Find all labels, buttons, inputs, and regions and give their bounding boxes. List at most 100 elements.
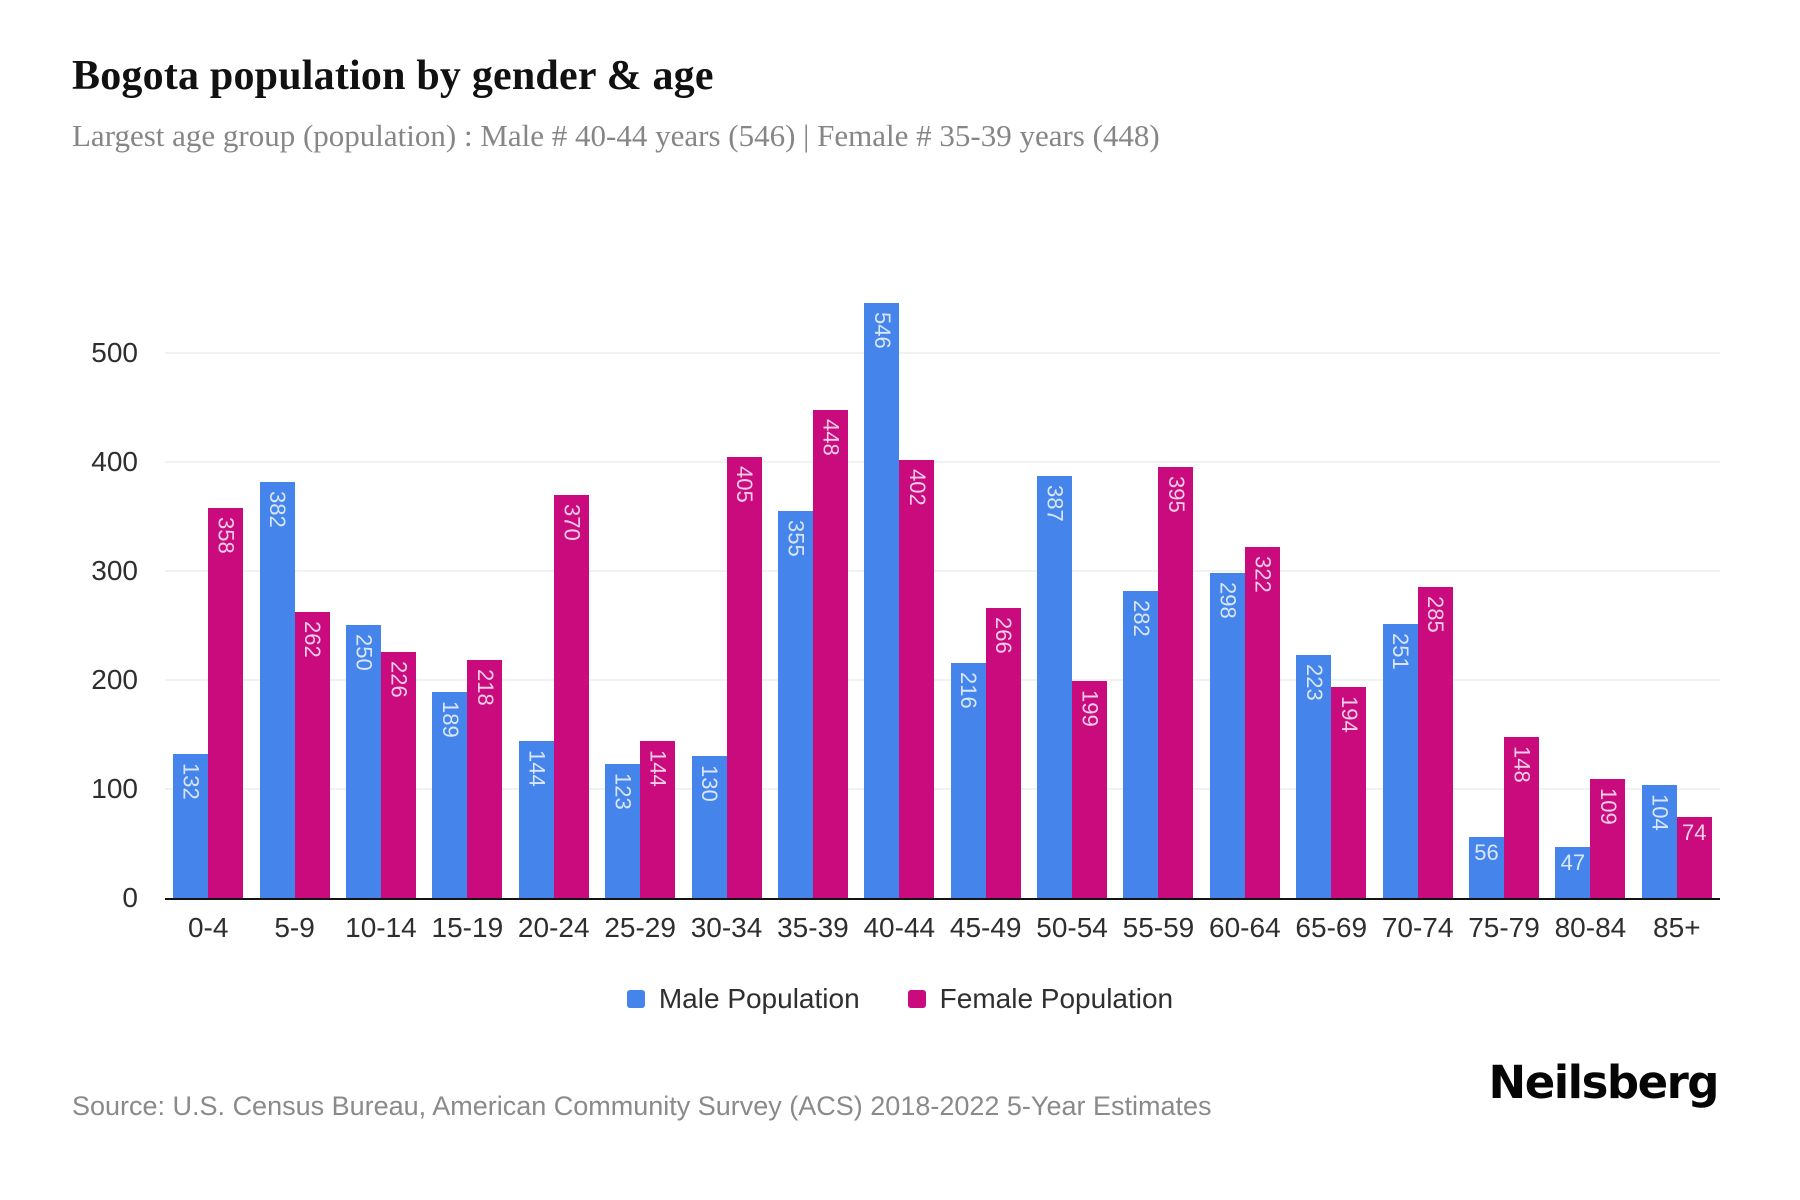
bar-value-label: 382 [265, 491, 291, 528]
x-tick-label: 70-74 [1381, 912, 1454, 943]
bar-female-10-14[interactable]: 226 [380, 652, 416, 898]
x-tick-label: 35-39 [777, 912, 849, 943]
bar-value-label: 148 [1509, 746, 1535, 783]
bar-value-label: 395 [1163, 476, 1189, 513]
y-tick-label: 0 [122, 882, 138, 913]
bar-male-60-64[interactable]: 298 [1209, 573, 1245, 898]
bar-value-label: 355 [783, 520, 809, 557]
x-tick-label: 45-49 [949, 912, 1022, 943]
bar-female-25-29[interactable]: 144 [640, 741, 676, 898]
bar-female-5-9[interactable]: 262 [294, 612, 330, 898]
x-tick-label: 65-69 [1295, 912, 1368, 943]
bar-value-label: 144 [645, 750, 671, 787]
legend-swatch-male [626, 990, 645, 1008]
x-tick-label: 75-79 [1468, 912, 1540, 943]
chart-title: Bogota population by gender & age [72, 53, 714, 99]
bar-value-label: 132 [178, 763, 204, 800]
bar-value-label: 370 [559, 504, 585, 541]
bar-male-5-9[interactable]: 382 [259, 482, 295, 898]
y-tick-label: 400 [91, 446, 138, 477]
x-tick-label: 40-44 [863, 912, 936, 943]
gridline [165, 788, 1720, 790]
bar-male-75-79[interactable]: 56 [1469, 837, 1505, 898]
bar-male-10-14[interactable]: 250 [345, 625, 381, 898]
bar-value-label: 199 [1077, 690, 1103, 727]
y-tick-label: 100 [91, 773, 138, 804]
bar-value-label: 250 [351, 634, 377, 671]
legend-item-male[interactable]: Male Population [626, 983, 860, 1015]
bar-female-45-49[interactable]: 266 [985, 608, 1021, 898]
legend-item-female[interactable]: Female Population [907, 983, 1174, 1015]
x-tick-label: 10-14 [345, 912, 417, 943]
x-tick-label: 80-84 [1554, 912, 1627, 943]
bar-female-20-24[interactable]: 370 [553, 495, 589, 898]
bar-male-85+[interactable]: 104 [1641, 785, 1677, 898]
bar-male-0-4[interactable]: 132 [173, 754, 209, 898]
bar-value-label: 123 [610, 773, 636, 810]
x-tick-label: 5-9 [274, 912, 315, 943]
y-tick-label: 200 [91, 664, 138, 695]
bar-value-label: 218 [472, 669, 498, 706]
bar-female-65-69[interactable]: 194 [1331, 687, 1367, 898]
bar-female-40-44[interactable]: 402 [899, 460, 935, 898]
y-tick-label: 500 [91, 337, 138, 368]
bar-value-label: 130 [697, 765, 723, 802]
bar-value-label: 405 [732, 466, 758, 503]
legend-label-female: Female Population [939, 983, 1174, 1014]
bar-female-60-64[interactable]: 322 [1244, 547, 1280, 898]
legend-swatch-female [907, 990, 926, 1008]
bar-female-35-39[interactable]: 448 [812, 410, 848, 898]
bar-value-label: 262 [300, 621, 326, 658]
bar-female-70-74[interactable]: 285 [1417, 587, 1453, 898]
bar-female-75-79[interactable]: 148 [1504, 737, 1540, 898]
bar-value-label: 144 [524, 750, 550, 787]
bar-male-65-69[interactable]: 223 [1296, 655, 1332, 898]
y-tick-label: 300 [91, 555, 138, 586]
bar-value-label: 104 [1647, 794, 1673, 831]
bar-male-45-49[interactable]: 216 [950, 663, 986, 898]
bar-male-30-34[interactable]: 130 [691, 756, 727, 898]
bar-female-30-34[interactable]: 405 [726, 457, 762, 898]
gridline [165, 461, 1720, 463]
bar-female-0-4[interactable]: 358 [208, 508, 244, 898]
bar-value-label: 216 [956, 672, 982, 709]
x-tick-label: 30-34 [690, 912, 763, 943]
bar-male-40-44[interactable]: 546 [864, 303, 900, 898]
bar-value-label: 402 [904, 469, 930, 506]
bar-value-label: 251 [1388, 633, 1414, 670]
bar-value-label: 47 [1560, 850, 1586, 875]
bar-male-50-54[interactable]: 387 [1037, 476, 1073, 898]
chart-subtitle: Largest age group (population) : Male # … [72, 118, 1160, 153]
bar-value-label: 322 [1250, 556, 1276, 593]
bar-male-15-19[interactable]: 189 [432, 692, 468, 898]
bar-value-label: 226 [386, 661, 412, 698]
bar-value-label: 298 [1215, 582, 1241, 619]
bar-female-55-59[interactable]: 395 [1158, 467, 1194, 898]
bar-male-35-39[interactable]: 355 [777, 511, 813, 898]
bar-female-50-54[interactable]: 199 [1072, 681, 1108, 898]
bar-male-55-59[interactable]: 282 [1123, 591, 1159, 898]
x-tick-label: 0-4 [187, 912, 229, 943]
bar-value-label: 546 [869, 312, 895, 349]
gridline [165, 679, 1720, 681]
bar-female-15-19[interactable]: 218 [467, 660, 503, 898]
bar-male-25-29[interactable]: 123 [605, 764, 641, 898]
bar-female-80-84[interactable]: 109 [1590, 779, 1626, 898]
bar-value-label: 282 [1128, 600, 1154, 637]
bar-value-label: 56 [1474, 840, 1499, 865]
bar-value-label: 448 [818, 419, 844, 456]
bar-value-label: 109 [1595, 788, 1621, 825]
bar-female-85+[interactable]: 74 [1676, 817, 1712, 898]
x-tick-label: 85+ [1653, 912, 1701, 943]
x-tick-label: 20-24 [517, 912, 590, 943]
bar-male-80-84[interactable]: 47 [1555, 847, 1591, 898]
bar-male-20-24[interactable]: 144 [518, 741, 554, 898]
bar-value-label: 285 [1423, 596, 1449, 633]
legend: Male Population Female Population [0, 983, 1800, 1015]
bar-male-70-74[interactable]: 251 [1382, 624, 1418, 898]
bar-value-label: 189 [437, 701, 463, 738]
x-tick-label: 25-29 [604, 912, 676, 943]
gridline [165, 570, 1720, 572]
